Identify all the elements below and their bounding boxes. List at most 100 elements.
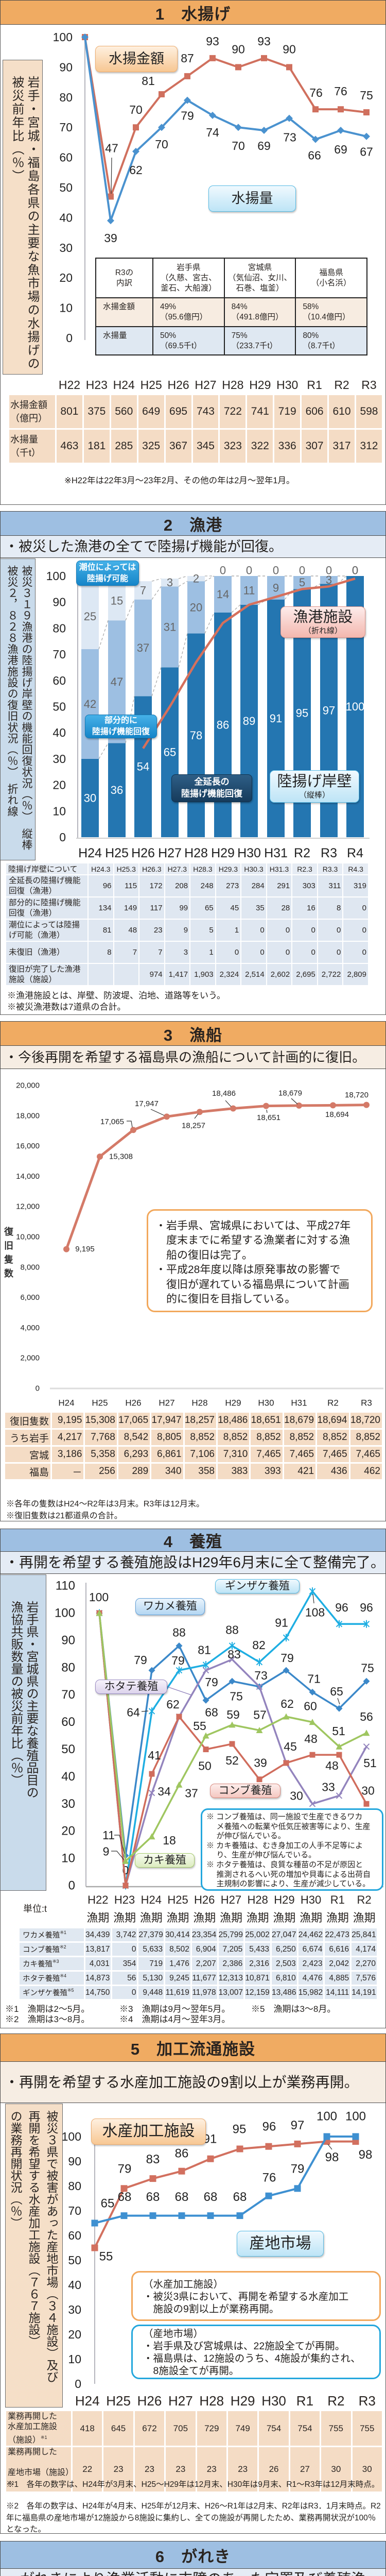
square-marker <box>108 193 114 200</box>
table-cell: 8,502 <box>165 1943 190 1956</box>
series-connector <box>284 588 294 600</box>
table-header-row: 単位:t H22 漁期 H23 漁期 H24 漁期 H25 漁期 H26 漁期 H27 漁期… <box>20 1891 377 1927</box>
square-marker <box>149 2212 156 2219</box>
footnote: ※5 漁期は3～8月。 <box>251 2004 336 2014</box>
corner-header: R3の 内訳 <box>95 258 153 298</box>
table-cell: 5,433 <box>245 1943 271 1956</box>
y-tick-label: 50 <box>59 181 73 194</box>
table-row: うち岩手 4,217 7,768 8,542 8,805 8,852 8,852 8,852 8… <box>5 1430 382 1445</box>
diamond-marker <box>235 124 242 131</box>
triangle-marker <box>363 1730 370 1736</box>
footnote-marker: ※2 <box>8 2481 14 2486</box>
footnote-marker: ※1 <box>41 2434 47 2440</box>
table-cell: 2,503 <box>272 1957 297 1970</box>
y-tick-label: 50 <box>52 700 66 714</box>
row-header: コンブ養殖※2 <box>20 1943 84 1956</box>
y-axis-label-line: 被災３１９漁港の陸揚げ岸壁の機能回復状況（％） 縦棒 <box>21 565 32 851</box>
bar-value-label: 11 <box>243 584 255 597</box>
legend-ginzake: ギンザケ養殖 <box>215 1579 300 1594</box>
table-cell: 48 <box>114 920 139 941</box>
data-label: 51 <box>363 1756 377 1770</box>
table-cell: 0 <box>343 942 368 963</box>
data-label: 83 <box>227 1648 241 1661</box>
diamond-marker <box>286 114 293 122</box>
table-cell: 11,677 <box>191 1972 217 1985</box>
data-label: 81 <box>198 1643 211 1657</box>
table-row: 業務再開した 水産加工施設 （施設）※1 418 645 672 705 729 749 75… <box>6 2411 382 2446</box>
data-label: 66 <box>308 149 321 162</box>
column-header: H22 漁期 <box>86 1893 110 1924</box>
row-header-text: ホタテ養殖 <box>23 1975 60 1983</box>
column-header: H25 <box>140 378 162 392</box>
y-axis-title: 復旧隻数 <box>3 1227 13 1282</box>
table-cell: 319 <box>343 875 368 896</box>
footnote: ※4 漁期は4月～翌年3月。 <box>119 2014 231 2024</box>
square-marker <box>159 91 165 97</box>
table-cell: 22 <box>73 2447 102 2492</box>
data-label: 59 <box>226 1708 240 1721</box>
bar-value-label: 91 <box>270 712 282 725</box>
data-label: 33 <box>322 1780 335 1793</box>
table-cell: 705 <box>166 2411 196 2446</box>
table-cell: 35 <box>241 897 266 919</box>
data-label: 68 <box>233 2190 247 2204</box>
table-cell: 340 <box>151 1464 183 1479</box>
circle-marker <box>97 1153 103 1160</box>
y-tick-label: 100 <box>55 1606 75 1620</box>
column-header: H29 <box>230 2393 255 2409</box>
y-axis-label-line: 漁協共販数量の被災前年比（％） <box>9 1601 23 1786</box>
table-cell: 14,191 <box>352 1986 377 1999</box>
bar-value-label: 47 <box>111 675 123 688</box>
corner-header <box>9 377 55 394</box>
y-tick-label: 50 <box>68 2253 81 2267</box>
table-cell: 560 <box>111 395 137 428</box>
column-header: H28 <box>199 2393 224 2409</box>
table-cell: 1,417 <box>165 964 190 985</box>
full-bar-segment <box>187 633 205 837</box>
table-cell: 354 <box>112 1957 137 1970</box>
diamond-marker <box>107 217 114 225</box>
table-cell: 10,871 <box>245 1972 271 1985</box>
table-cell: 610 <box>329 395 355 428</box>
triangle-marker <box>148 1833 155 1840</box>
diamond-marker <box>132 147 139 155</box>
fishing-boats-line-chart: 0 2,000 4,000 6,000 8,000 10,000 12,000 14,000 1… <box>16 1081 383 1408</box>
diamond-marker <box>283 1667 290 1674</box>
column-header: H28.3 <box>190 863 215 874</box>
bar-value-label: 89 <box>243 715 255 727</box>
y-tick-label: 18,000 <box>16 1111 40 1120</box>
table-row: 水揚金額 49% （95.6億円） 84% （491.8億円） 58% （10.4億円… <box>95 297 367 327</box>
table-cell <box>89 964 113 985</box>
bar-value-label: 0 <box>352 564 358 577</box>
table-header-row: H24 H25 H26 H27 H28 H29 H30 R1 R2 R3 <box>6 2392 382 2410</box>
bar-value-label: 78 <box>190 729 202 742</box>
data-label: 90 <box>283 42 296 56</box>
table-cell: 6,861 <box>151 1447 183 1462</box>
table-cell: 649 <box>138 395 164 428</box>
x-tick-label: H24 <box>78 846 102 860</box>
y-axis-label-line: 被災２，８２８漁港施設の復旧状況（％） 折れ線 <box>6 565 18 817</box>
column-header: 宮城県 （気仙沼、女川、 石巻、塩釜） <box>223 258 296 298</box>
facilities-line <box>142 577 356 749</box>
data-label: 79 <box>280 1651 294 1665</box>
column-header: H27 <box>195 378 217 392</box>
table-cell: 8,805 <box>151 1430 183 1445</box>
square-marker <box>207 2155 214 2162</box>
y-tick-label: 80 <box>59 91 73 104</box>
table-cell: 5,633 <box>138 1943 164 1956</box>
footnote: ※2 各年の数字は、H24年が4月末、H25年が12月末、H26～R1年は2月末… <box>6 2502 381 2534</box>
table-cell: 34,439 <box>85 1928 111 1941</box>
column-header: H22 <box>58 378 81 392</box>
table-cell: 755 <box>352 2411 382 2446</box>
row-header: 水揚金額 （億円） <box>9 395 55 428</box>
diamond-marker <box>209 111 216 119</box>
tide-bar-segment <box>161 579 179 587</box>
data-label: 30 <box>290 1789 303 1802</box>
x-tick-label: H31 <box>264 846 288 860</box>
table-header-row: 陸揚げ岸壁について H24.3 H25.3 H26.3 H27.3 H28.3 H29.3 H… <box>6 863 368 874</box>
axes: 0 10 20 30 40 50 60 70 80 90 100 <box>53 30 85 345</box>
data-label: 87 <box>181 52 194 65</box>
data-label: 73 <box>283 131 296 144</box>
data-label: 55 <box>193 1719 206 1733</box>
table-cell: 25,841 <box>352 1928 377 1941</box>
